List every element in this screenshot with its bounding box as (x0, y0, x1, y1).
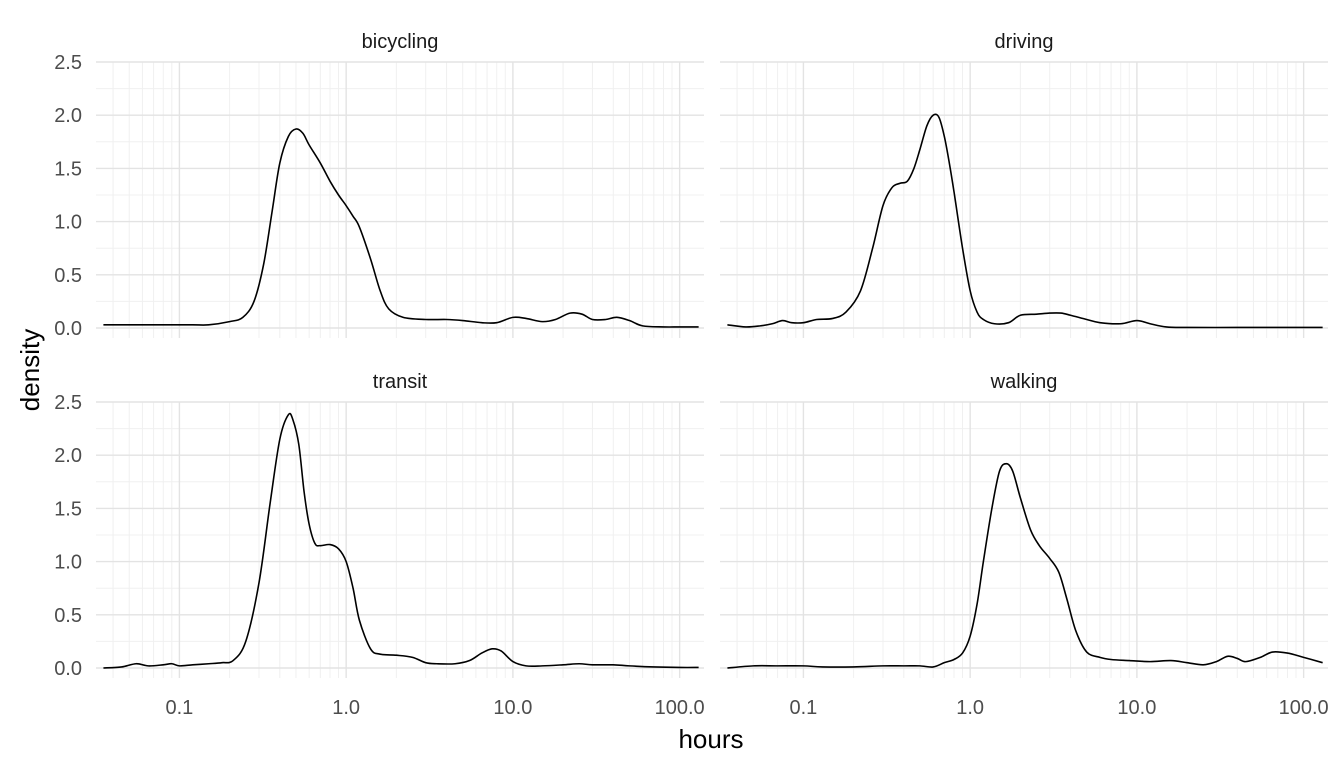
density-line-bicycling (103, 128, 699, 328)
y-tick-label: 0.5 (54, 265, 82, 287)
density-line-driving (727, 113, 1323, 329)
y-tick-label: 1.0 (54, 552, 82, 574)
facet-strip-label: driving (995, 31, 1054, 53)
facet-strip-label: bicycling (362, 31, 439, 53)
facet-panel-bicycling: bicycling 0.0 0.5 1.0 1.5 2.0 2.5 (54, 31, 704, 340)
facet-strip-label: transit (373, 371, 428, 393)
y-axis-title: density (15, 329, 45, 411)
y-tick-label: 2.0 (54, 105, 82, 127)
y-tick-label: 2.0 (54, 445, 82, 467)
y-tick-label: 0.0 (54, 318, 82, 340)
x-axis-title: hours (678, 724, 743, 754)
facet-panel-transit: transit 0.0 0.5 1.0 1.5 2.0 2.5 0.1 1.0 10.0 100.0 (54, 371, 704, 719)
x-tick-label: 1.0 (956, 697, 984, 719)
x-tick-label: 100.0 (1279, 697, 1329, 719)
x-tick-label: 10.0 (1117, 697, 1156, 719)
x-tick-label: 0.1 (166, 697, 194, 719)
facet-panel-walking: walking 0.1 1.0 10.0 100.0 (720, 371, 1329, 719)
x-tick-label: 100.0 (655, 697, 705, 719)
y-tick-label: 0.0 (54, 658, 82, 680)
facet-panel-driving: driving (720, 31, 1328, 338)
y-tick-label: 2.5 (54, 392, 82, 414)
facet-strip-label: walking (990, 371, 1058, 393)
x-tick-label: 0.1 (790, 697, 818, 719)
y-tick-label: 0.5 (54, 605, 82, 627)
x-tick-label: 10.0 (493, 697, 532, 719)
y-tick-label: 2.5 (54, 52, 82, 74)
density-line-transit (103, 412, 699, 669)
x-tick-label: 1.0 (332, 697, 360, 719)
y-tick-label: 1.5 (54, 158, 82, 180)
y-tick-label: 1.0 (54, 212, 82, 234)
y-tick-label: 1.5 (54, 498, 82, 520)
density-line-walking (727, 462, 1323, 669)
